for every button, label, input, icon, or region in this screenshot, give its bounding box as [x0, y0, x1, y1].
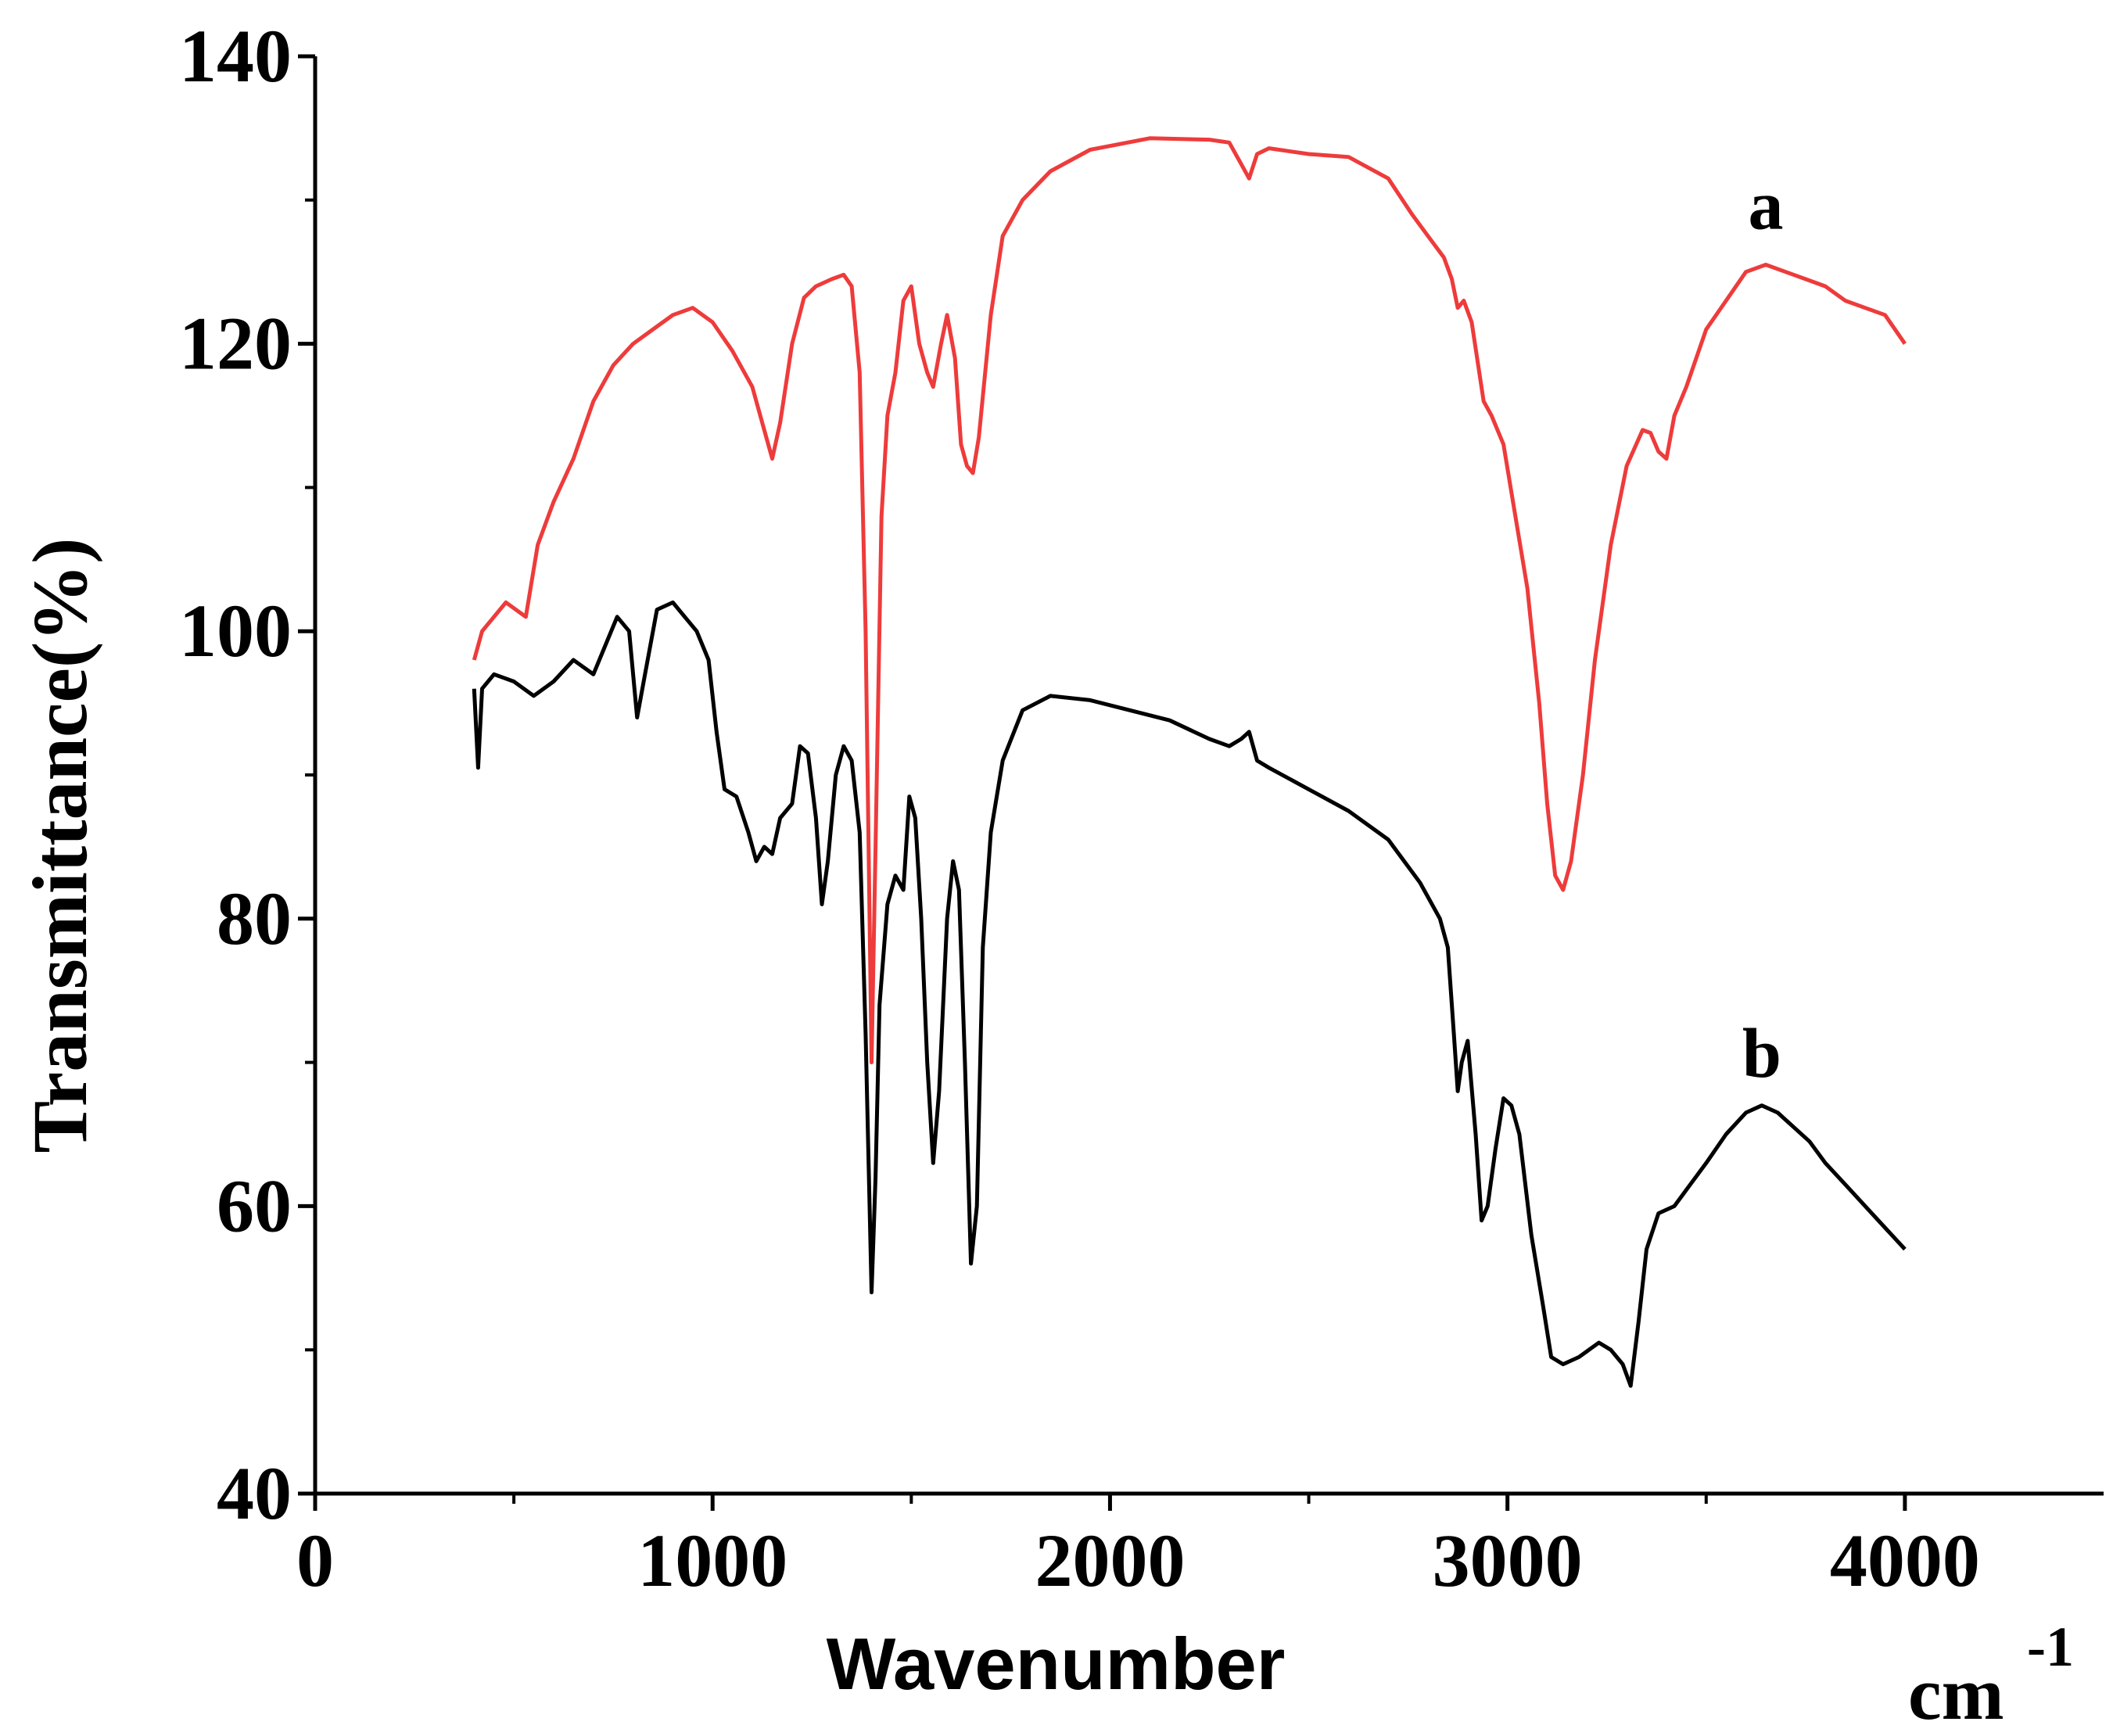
y-tick-label: 60: [217, 1164, 292, 1247]
x-tick-label: 0: [296, 1519, 334, 1602]
x-axis-unit-exponent: -1: [2027, 1616, 2074, 1678]
y-tick-label: 100: [179, 589, 292, 673]
x-axis-title: Wavenumber: [827, 1623, 1286, 1705]
x-tick-label: 4000: [1830, 1519, 1980, 1602]
series-line-b: [472, 600, 1907, 1388]
series-label-a: a: [1749, 167, 1784, 245]
x-axis-unit: cm: [1908, 1652, 2004, 1735]
series-label-b: b: [1742, 1015, 1781, 1092]
tick-group: 0 1000 2000 3000 4000 40 60 80 100 120 140: [179, 14, 1980, 1602]
axes: [313, 56, 2104, 1496]
x-tick-label: 1000: [637, 1519, 787, 1602]
labels-group: Transmittance(%) Wavenumber cm -1: [16, 538, 2074, 1735]
x-tick-label: 2000: [1035, 1519, 1185, 1602]
x-tick-label: 3000: [1433, 1519, 1583, 1602]
series-group: ab: [472, 136, 1907, 1388]
y-axis-title: Transmittance(%): [16, 538, 103, 1153]
y-tick-label: 80: [217, 877, 292, 960]
series-line-a: [472, 136, 1907, 1065]
y-tick-label: 40: [217, 1451, 292, 1535]
y-tick-label: 140: [179, 14, 292, 98]
y-tick-label: 120: [179, 302, 292, 386]
